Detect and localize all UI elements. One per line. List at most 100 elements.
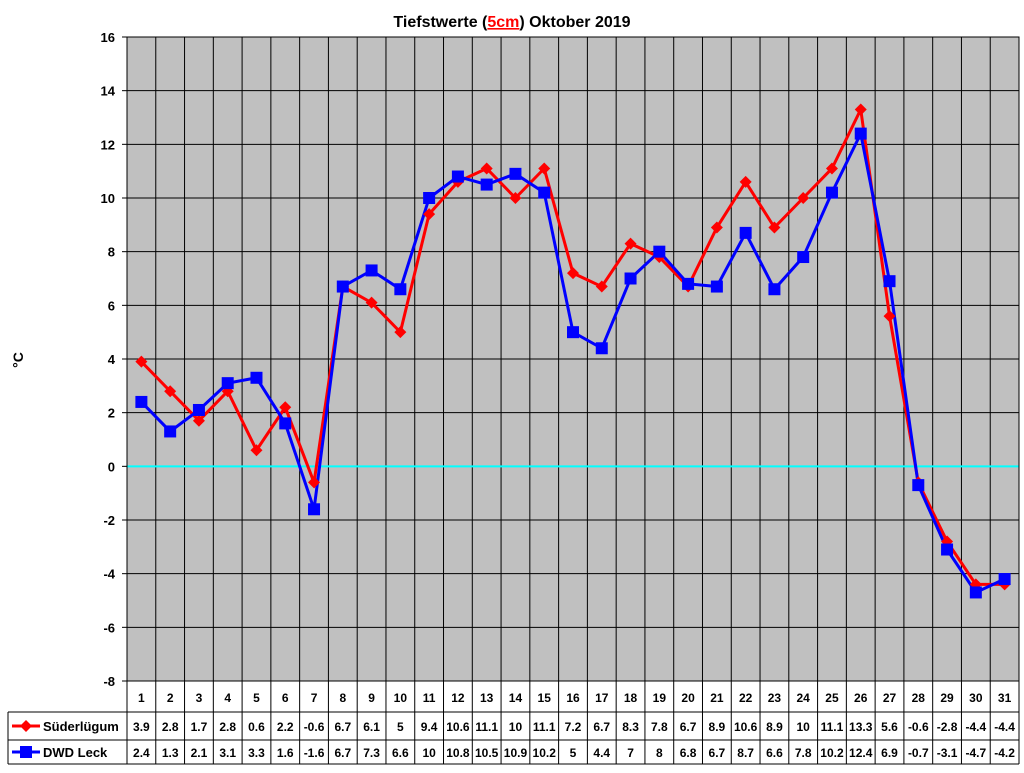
table-cell: 3.9: [133, 720, 150, 734]
table-cell: 2.8: [219, 720, 236, 734]
x-tick-label: 19: [653, 691, 667, 705]
table-cell: -4.4: [965, 720, 986, 734]
data-point-square: [336, 280, 349, 293]
data-point-square: [739, 226, 752, 239]
table-cell: 8.9: [709, 720, 726, 734]
data-point-square: [969, 586, 982, 599]
table-cell: -4.7: [965, 746, 986, 760]
data-point-square: [394, 283, 407, 296]
y-tick-label: -8: [103, 674, 115, 689]
table-cell: 2.1: [191, 746, 208, 760]
data-point-square: [135, 395, 148, 408]
table-cell: 10: [797, 720, 811, 734]
data-point-diamond: [883, 310, 896, 323]
x-tick-label: 15: [538, 691, 552, 705]
y-tick-label: 16: [101, 30, 115, 45]
table-cell: 0.6: [248, 720, 265, 734]
x-tick-label: 12: [451, 691, 465, 705]
x-tick-label: 20: [681, 691, 695, 705]
x-tick-label: 2: [167, 691, 174, 705]
table-cell: -1.6: [304, 746, 325, 760]
y-tick-label: 10: [101, 191, 115, 206]
legend-square-icon: [20, 746, 32, 758]
data-point-square: [509, 167, 522, 180]
title-highlight: 5cm: [487, 14, 519, 31]
table-cell: 10.9: [504, 746, 528, 760]
x-tick-label: 5: [253, 691, 260, 705]
data-point-diamond: [825, 162, 838, 175]
table-cell: 6.8: [680, 746, 697, 760]
table-cell: -0.6: [304, 720, 325, 734]
table-cell: 5: [570, 746, 577, 760]
table-cell: 10: [422, 746, 436, 760]
data-point-square: [653, 245, 666, 258]
data-point-square: [624, 272, 637, 285]
data-point-diamond: [797, 192, 810, 204]
x-tick-label: 24: [797, 691, 811, 705]
data-point-diamond: [308, 476, 321, 489]
x-tick-label: 14: [509, 691, 523, 705]
data-point-square: [192, 403, 205, 416]
data-point-square: [250, 371, 263, 384]
table-cell: 6.6: [766, 746, 783, 760]
data-point-square: [768, 283, 781, 296]
data-point-diamond: [423, 208, 436, 221]
table-cell: 6.7: [709, 746, 726, 760]
table-cell: 10.6: [734, 720, 758, 734]
table-cell: 3.1: [219, 746, 236, 760]
x-tick-label: 16: [566, 691, 580, 705]
plot-border: [126, 36, 1020, 682]
table-cell: 11.1: [533, 720, 556, 734]
y-tick-label: 12: [101, 137, 115, 152]
x-tick-label: 18: [624, 691, 638, 705]
data-point-square: [279, 417, 292, 430]
y-tick-label: 4: [108, 352, 116, 367]
x-tick-label: 4: [224, 691, 231, 705]
y-tick-label: -6: [103, 620, 115, 635]
data-point-square: [912, 479, 925, 492]
data-point-diamond: [768, 221, 781, 234]
x-tick-label: 6: [282, 691, 289, 705]
data-point-square: [308, 503, 321, 516]
table-cell: 6.7: [680, 720, 697, 734]
x-tick-label: 23: [768, 691, 782, 705]
table-cell: 11.1: [821, 720, 844, 734]
data-point-square: [221, 377, 234, 390]
x-tick-label: 3: [196, 691, 203, 705]
table-cell: 9.4: [421, 720, 438, 734]
data-point-diamond: [394, 326, 407, 339]
table-cell: 8.3: [622, 720, 639, 734]
data-point-diamond: [279, 401, 292, 414]
data-point-square: [480, 178, 493, 191]
table-cell: 3.3: [248, 746, 265, 760]
y-tick-label: 14: [101, 84, 116, 99]
data-point-square: [423, 192, 436, 204]
data-point-diamond: [739, 175, 752, 188]
data-point-square: [710, 280, 723, 293]
table-cell: 12.4: [849, 746, 873, 760]
x-tick-label: 7: [311, 691, 318, 705]
table-cell: 2.2: [277, 720, 294, 734]
x-tick-label: 25: [825, 691, 839, 705]
table-cell: 10.2: [533, 746, 557, 760]
table-cell: 7.8: [795, 746, 812, 760]
data-point-diamond: [250, 444, 263, 457]
chart-title: Tiefstwerte (5cm) Oktober 2019: [393, 14, 630, 31]
x-tick-label: 26: [854, 691, 868, 705]
x-tick-label: 22: [739, 691, 753, 705]
table-cell: 10.5: [475, 746, 499, 760]
table-cell: 6.9: [881, 746, 898, 760]
y-tick-label: 6: [108, 298, 115, 313]
table-cell: 11.1: [475, 720, 498, 734]
x-tick-label: 17: [595, 691, 609, 705]
data-point-diamond: [624, 237, 637, 250]
table-cell: 4.4: [593, 746, 610, 760]
data-point-square: [998, 573, 1011, 586]
data-point-square: [164, 425, 177, 438]
data-point-square: [682, 277, 695, 290]
x-tick-label: 21: [710, 691, 724, 705]
legend-label: Süderlügum: [43, 719, 119, 734]
data-point-square: [941, 543, 954, 556]
x-tick-label: 29: [940, 691, 954, 705]
